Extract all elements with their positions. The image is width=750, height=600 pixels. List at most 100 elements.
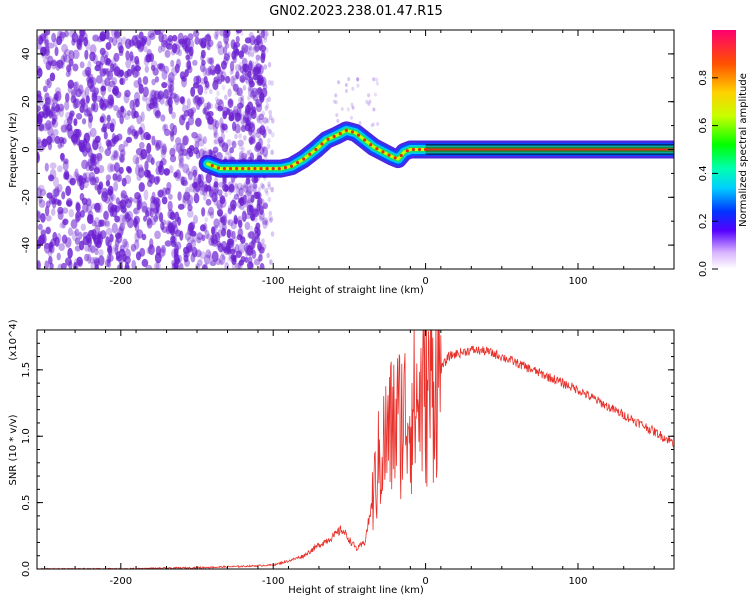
scatter-point (196, 236, 202, 244)
scatter-point (138, 167, 145, 179)
scatter-point (259, 44, 267, 52)
scatter-point (191, 165, 198, 176)
scatter-point (111, 87, 118, 95)
scatter-point (346, 107, 350, 112)
scatter-point (264, 187, 269, 194)
scatter-point (185, 54, 190, 61)
scatter-point (151, 135, 156, 146)
scatter-point (235, 253, 240, 260)
scatter-point (238, 144, 243, 151)
scatter-point (351, 86, 355, 91)
scatter-point (249, 90, 257, 99)
scatter-point (108, 195, 114, 203)
scatter-point (227, 98, 234, 109)
ridge-point (247, 167, 251, 171)
scatter-point (211, 250, 219, 262)
scatter-point (72, 63, 79, 72)
scatter-point (67, 79, 75, 89)
scatter-point (63, 172, 68, 180)
scatter-point (227, 108, 231, 115)
scatter-point (90, 152, 95, 164)
scatter-point (84, 245, 91, 252)
scatter-point (158, 32, 164, 43)
scatter-point (255, 63, 262, 71)
scatter-point (76, 39, 82, 50)
scatter-point (257, 241, 262, 251)
scatter-point (269, 259, 273, 265)
scatter-point (250, 261, 254, 268)
scatter-point (253, 44, 257, 51)
scatter-point (230, 220, 237, 230)
scatter-point (205, 249, 212, 259)
scatter-point (49, 162, 57, 170)
scatter-point (376, 121, 380, 126)
scatter-point (101, 79, 107, 91)
scatter-point (60, 262, 67, 269)
scatter-point (257, 92, 262, 99)
scatter-point (250, 205, 255, 212)
heatmap-y-label: Frequency (Hz) (8, 112, 19, 188)
scatter-point (89, 176, 97, 186)
scatter-point (267, 79, 272, 86)
scatter-point (257, 73, 261, 80)
scatter-point (260, 53, 266, 64)
scatter-point (153, 215, 159, 223)
scatter-point (253, 258, 261, 266)
scatter-point (238, 225, 243, 232)
scatter-point (237, 139, 244, 147)
scatter-point (124, 38, 132, 50)
scatter-point (206, 84, 210, 90)
scatter-point (234, 183, 239, 190)
scatter-point (197, 259, 203, 267)
scatter-point (247, 86, 255, 98)
ridge-point (265, 167, 269, 171)
scatter-point (187, 65, 193, 74)
scatter-point (107, 245, 115, 256)
scatter-point (41, 139, 47, 150)
scatter-point (249, 35, 256, 46)
scatter-point (243, 194, 247, 201)
scatter-point (62, 160, 69, 171)
scatter-point (268, 128, 273, 135)
scatter-point (249, 183, 254, 189)
scatter-point (214, 34, 219, 41)
scatter-point (62, 52, 67, 62)
scatter-point (214, 150, 219, 156)
scatter-point (183, 250, 190, 258)
scatter-point (130, 243, 137, 252)
scatter-point (239, 234, 244, 241)
scatter-point (245, 177, 251, 185)
scatter-point (256, 202, 261, 209)
scatter-point (177, 203, 185, 210)
scatter-point (144, 160, 149, 172)
scatter-point (219, 213, 224, 219)
scatter-point (99, 31, 107, 42)
scatter-point (39, 234, 45, 245)
scatter-point (210, 226, 216, 235)
scatter-point (227, 204, 233, 212)
scatter-point (129, 99, 135, 110)
scatter-point (88, 113, 93, 123)
snr-series-line (37, 330, 674, 569)
scatter-point (127, 127, 132, 136)
scatter-point (100, 85, 107, 92)
scatter-point (159, 94, 165, 105)
scatter-point (105, 67, 111, 78)
scatter-point (52, 188, 60, 197)
scatter-point (103, 131, 108, 140)
scatter-point (123, 240, 130, 250)
scatter-point (173, 171, 178, 178)
ridge-point (332, 134, 336, 139)
scatter-point (200, 37, 207, 49)
scatter-point (84, 141, 91, 153)
scatter-point (193, 214, 198, 224)
scatter-point (268, 114, 273, 121)
scatter-point (219, 216, 226, 223)
scatter-point (84, 253, 90, 262)
scatter-point (234, 63, 242, 73)
scatter-point (63, 158, 69, 165)
scatter-point (178, 152, 184, 163)
scatter-point (122, 214, 128, 226)
scatter-point (229, 146, 235, 154)
scatter-point (107, 254, 114, 262)
